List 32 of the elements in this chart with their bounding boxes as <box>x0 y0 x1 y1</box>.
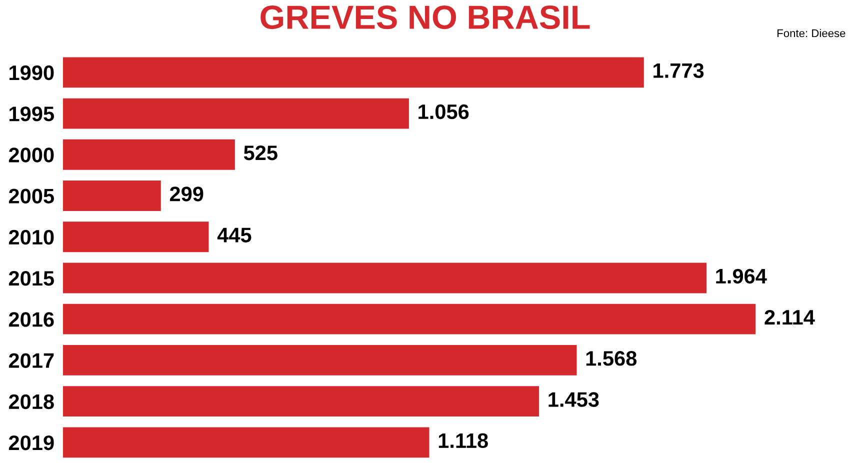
bar <box>62 262 706 294</box>
data-label: 1.568 <box>586 351 637 366</box>
y-tick-label: 2005 <box>8 188 54 204</box>
y-tick-label: 2000 <box>8 148 54 162</box>
data-label: 525 <box>244 145 278 160</box>
chart-title: GREVES NO BRASIL <box>260 6 590 30</box>
data-label: 1.453 <box>548 392 599 407</box>
data-label: 1.964 <box>716 268 767 284</box>
y-tick-label: 1990 <box>10 65 54 80</box>
y-tick-label: 2017 <box>8 353 54 368</box>
bar <box>62 427 430 458</box>
bar <box>62 304 756 334</box>
data-label: 2.114 <box>764 310 815 324</box>
y-tick-label: 2010 <box>8 230 54 245</box>
data-label: 299 <box>170 186 204 202</box>
bar <box>62 98 409 129</box>
bar <box>62 345 577 376</box>
data-label: 1.118 <box>438 433 488 448</box>
y-tick-label: 2019 <box>8 435 54 450</box>
bar <box>62 139 235 170</box>
y-tick-label: 2015 <box>8 270 54 286</box>
data-label: 1.056 <box>418 104 469 120</box>
y-tick-label: 1995 <box>10 106 54 122</box>
bar <box>62 222 209 252</box>
bar <box>62 57 644 88</box>
y-tick-label: 2018 <box>8 394 54 410</box>
bar <box>62 180 161 211</box>
y-tick-label: 2016 <box>8 312 54 327</box>
source-note: Fonte: Dieese <box>777 28 846 38</box>
bar <box>62 386 540 417</box>
data-label: 445 <box>217 228 252 242</box>
data-label: 1.773 <box>654 63 704 78</box>
